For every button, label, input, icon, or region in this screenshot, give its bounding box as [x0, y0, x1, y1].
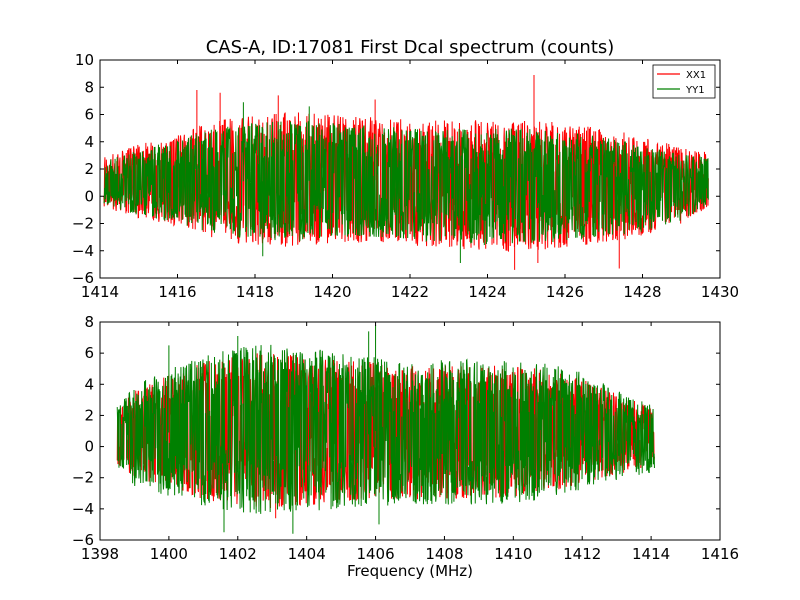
x-tick-label: 1414	[632, 545, 670, 563]
legend-label-yy1: YY1	[685, 85, 705, 96]
x-tick-label: 1408	[425, 545, 463, 563]
y-tick-label: 8	[84, 313, 94, 331]
series-line-yy1	[116, 325, 655, 534]
axes-frame	[99, 59, 721, 279]
x-tick-label: 1406	[356, 545, 394, 563]
y-tick-label: 8	[84, 78, 94, 96]
x-tick-label: 1414	[81, 283, 119, 301]
x-tick-label: 1400	[150, 545, 188, 563]
y-tick-label: 0	[84, 187, 94, 205]
top-subplot: CAS-A, ID:17081 First Dcal spectrum (cou…	[72, 37, 739, 301]
tick-layer: 1414 1416 1418 1420 1422 1424 1426 1428 1430 −6 −4…	[72, 51, 739, 301]
y-tick-label: 4	[84, 133, 94, 151]
series-layer	[116, 325, 655, 534]
y-tick-label: 6	[84, 344, 94, 362]
y-tick-label: −4	[72, 500, 94, 518]
bottom-subplot: 1398 1400 1402 1404 1406 1408 1410 1412 1414 1416…	[72, 313, 739, 580]
axes-frame	[99, 321, 721, 541]
x-axis-label: Frequency (MHz)	[347, 562, 473, 580]
chart-title: CAS-A, ID:17081 First Dcal spectrum (cou…	[206, 37, 615, 58]
y-tick-label: 2	[84, 160, 94, 178]
y-tick-label: −6	[72, 269, 94, 287]
x-tick-label: 1422	[391, 283, 429, 301]
series-layer	[103, 74, 709, 270]
y-tick-label: −6	[72, 531, 94, 549]
x-tick-label: 1416	[158, 283, 196, 301]
x-tick-label: 1416	[701, 545, 739, 563]
y-tick-label: 2	[84, 406, 94, 424]
legend: XX1 YY1	[652, 64, 716, 99]
x-tick-label: 1428	[623, 283, 661, 301]
x-tick-label: 1402	[219, 545, 257, 563]
x-tick-label: 1398	[81, 545, 119, 563]
y-tick-label: 6	[84, 106, 94, 124]
y-tick-label: 0	[84, 438, 94, 456]
y-tick-label: −4	[72, 242, 94, 260]
x-tick-label: 1430	[701, 283, 739, 301]
tick-layer: 1398 1400 1402 1404 1406 1408 1410 1412 1414 1416…	[72, 313, 739, 563]
x-tick-label: 1424	[468, 283, 506, 301]
legend-label-xx1: XX1	[686, 70, 706, 81]
x-tick-label: 1418	[236, 283, 274, 301]
x-tick-label: 1420	[313, 283, 351, 301]
y-tick-label: 10	[75, 51, 94, 69]
y-tick-label: −2	[72, 215, 94, 233]
x-tick-label: 1412	[563, 545, 601, 563]
y-tick-label: −2	[72, 469, 94, 487]
x-tick-label: 1404	[288, 545, 326, 563]
series-line-yy1	[103, 102, 709, 264]
x-tick-label: 1410	[494, 545, 532, 563]
legend-box	[652, 64, 716, 99]
y-tick-label: 4	[84, 375, 94, 393]
x-tick-label: 1426	[546, 283, 584, 301]
